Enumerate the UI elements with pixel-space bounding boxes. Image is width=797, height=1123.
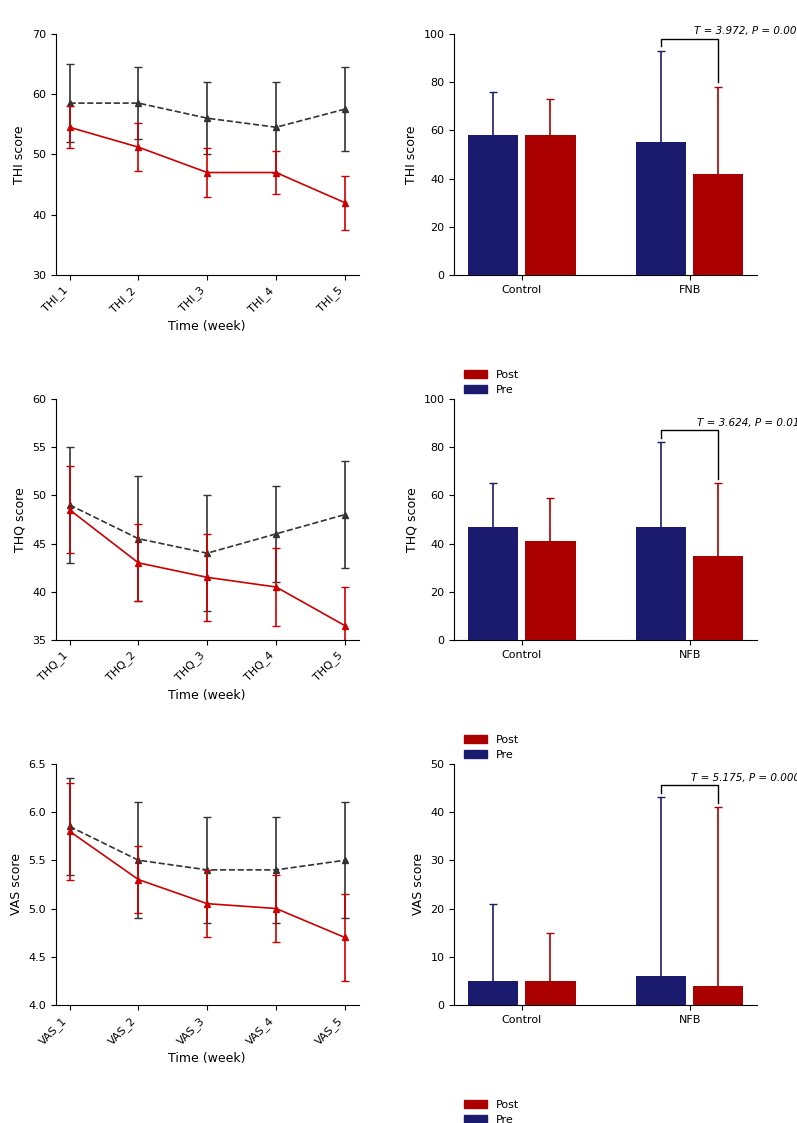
Bar	[693, 556, 744, 640]
Bar	[636, 143, 686, 275]
Legend: Post, Pre: Post, Pre	[460, 365, 523, 400]
Bar	[525, 982, 575, 1005]
Text: (c): (c)	[198, 809, 216, 822]
Bar	[468, 527, 518, 640]
Bar	[525, 135, 575, 275]
Bar	[636, 527, 686, 640]
Text: (b): (b)	[597, 401, 614, 413]
Text: T = 5.175, P = 0.0001: T = 5.175, P = 0.0001	[690, 773, 797, 783]
Legend: Post, Pre: Post, Pre	[460, 730, 523, 765]
Bar	[525, 541, 575, 640]
Y-axis label: THQ score: THQ score	[14, 487, 26, 551]
Bar	[468, 982, 518, 1005]
Bar	[693, 986, 744, 1005]
Bar	[468, 135, 518, 275]
Bar	[636, 976, 686, 1005]
Y-axis label: THQ score: THQ score	[405, 487, 418, 551]
X-axis label: Time (week): Time (week)	[168, 1052, 246, 1066]
Text: T = 3.972, P = 0.001: T = 3.972, P = 0.001	[694, 26, 797, 36]
Y-axis label: VAS score: VAS score	[10, 853, 23, 915]
Text: (a): (a)	[198, 444, 216, 457]
Legend: NFB, Control: NFB, Control	[61, 772, 147, 805]
Y-axis label: VAS score: VAS score	[412, 853, 425, 915]
Text: T = 3.624, P = 0.01: T = 3.624, P = 0.01	[697, 418, 797, 428]
Y-axis label: THI score: THI score	[14, 125, 26, 184]
X-axis label: Time (week): Time (week)	[168, 690, 246, 702]
Text: (d): (d)	[597, 766, 614, 778]
X-axis label: Time (week): Time (week)	[168, 320, 246, 334]
Y-axis label: THI score: THI score	[405, 125, 418, 184]
Bar	[693, 174, 744, 275]
Legend: NFB, Control: NFB, Control	[61, 407, 147, 440]
Legend: Post, Pre: Post, Pre	[460, 1095, 523, 1123]
